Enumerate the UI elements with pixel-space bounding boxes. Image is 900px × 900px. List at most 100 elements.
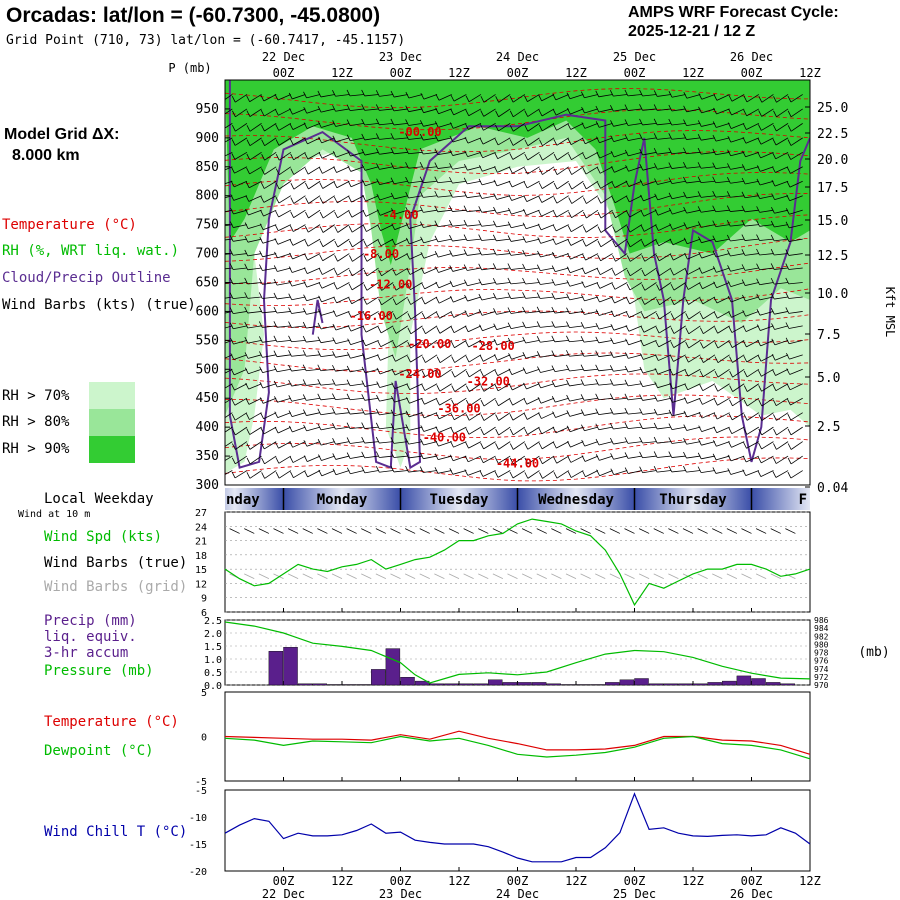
wind-barb — [393, 108, 408, 112]
wind-barb-flag — [348, 226, 353, 233]
wind-barb — [291, 339, 306, 343]
wind-barb-flag — [743, 442, 747, 449]
wind-barb — [278, 123, 292, 131]
wind-barb-flag — [757, 124, 762, 131]
wind-barb — [717, 325, 730, 334]
dewpoint-line — [224, 735, 811, 760]
wind-barb — [629, 267, 643, 277]
wind-barb — [424, 296, 438, 305]
wind-barb-flag — [743, 370, 748, 378]
wind-barb-flag — [495, 110, 499, 117]
wind-barb-flag — [347, 165, 352, 172]
wind-barb — [775, 151, 789, 160]
wind-barb-flag — [449, 280, 454, 287]
wind-barb — [569, 397, 584, 402]
wind-barb — [379, 426, 394, 430]
wind-barb-flag — [729, 356, 733, 363]
wind-barb — [613, 383, 628, 386]
wind-barb-flag — [434, 235, 439, 243]
wind-barb — [715, 253, 730, 258]
wind-barb-flag — [478, 165, 483, 172]
wind-barb-flag — [553, 168, 558, 175]
wind-barb — [657, 166, 672, 170]
wind-barb — [570, 455, 584, 463]
wind-barb-flag — [392, 298, 397, 306]
wind-barb-flag — [757, 138, 762, 145]
wind-barb — [642, 180, 657, 186]
wind-barb-flag — [727, 163, 731, 170]
wind-barb — [320, 397, 335, 401]
wind-barb — [467, 296, 482, 302]
wind-barb-flag — [463, 264, 468, 271]
wind-barb — [408, 195, 423, 199]
legend-cloud-outline: Cloud/Precip Outline — [2, 270, 171, 286]
wind-barb-flag — [317, 90, 322, 98]
wind-barb-flag — [290, 211, 294, 218]
wind-barb-flag — [449, 454, 454, 461]
time-tick-label-3: 12Z — [448, 874, 470, 888]
wind-barb — [702, 311, 716, 320]
wind-barb-flag — [581, 439, 586, 447]
wind-barb-flag — [303, 281, 308, 288]
wind-barb-flag — [524, 472, 529, 479]
wind-barb — [744, 209, 759, 213]
wind-barb-flag — [583, 197, 587, 204]
wind-barb — [452, 209, 467, 212]
wind-barb-flag — [538, 210, 542, 217]
wind-barb — [350, 151, 365, 157]
wind-barb-flag — [610, 453, 614, 460]
wind-barb-flag — [361, 89, 365, 97]
wind-barb — [700, 166, 715, 169]
wind-barb — [306, 397, 321, 401]
pressure-tick-750: 750 — [196, 218, 219, 233]
wind-barb — [510, 253, 525, 256]
wind-barb-flag — [727, 454, 732, 462]
wind-barb-flag — [712, 205, 717, 212]
wind-barb-flag — [684, 268, 689, 275]
wind-barb — [790, 426, 803, 436]
wind-barb — [306, 426, 321, 432]
wind-barb — [540, 368, 555, 373]
wind-barb — [393, 441, 408, 444]
wind-barb — [424, 267, 438, 274]
wind-barb-true — [521, 528, 533, 534]
wind-barb-flag — [773, 110, 777, 117]
wind-barb — [584, 296, 599, 302]
wind-barb — [248, 224, 262, 229]
wind-barb — [703, 340, 716, 349]
wind-barb-flag — [728, 311, 732, 318]
wind-barb — [759, 267, 774, 271]
wind-barb-flag — [538, 442, 543, 450]
wind-barb-flag — [216, 293, 219, 299]
wind-barb — [525, 325, 540, 329]
wind-barb-flag — [435, 107, 439, 114]
wind-barb — [350, 325, 365, 332]
wind-barb — [598, 412, 613, 416]
wind-barb-flag — [463, 234, 468, 241]
date-label-4: 26 Dec — [730, 887, 773, 900]
wind-barb-flag — [465, 355, 470, 363]
wind-barb-flag — [757, 355, 762, 362]
wind-barb-flag — [346, 379, 351, 386]
wind-barb-flag — [699, 297, 704, 305]
wind-barb-flag — [436, 398, 440, 406]
wind-barb — [700, 195, 715, 198]
wind-barb — [586, 180, 599, 190]
wind-barb — [672, 209, 686, 215]
wind-barb — [306, 282, 321, 288]
wind-barb — [672, 397, 686, 403]
height-tick-1: 22.5 — [817, 127, 848, 142]
height-tick-9: 2.5 — [817, 420, 840, 435]
wind-barb-flag — [275, 442, 279, 449]
wind-barb — [715, 151, 730, 156]
wind-barb-flag — [655, 254, 660, 262]
wind-barb — [512, 151, 526, 160]
wind-barb — [627, 122, 642, 126]
wind-barb — [423, 441, 438, 446]
wind-barb — [629, 311, 642, 319]
wind-barb — [322, 209, 335, 219]
wind-barb-flag — [727, 468, 732, 475]
precip-bar — [780, 683, 795, 686]
wind-barb-flag — [346, 452, 351, 459]
wind-barb-flag — [712, 176, 717, 183]
